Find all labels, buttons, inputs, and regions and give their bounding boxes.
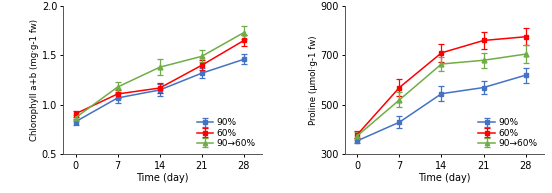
X-axis label: Time (day): Time (day) (418, 174, 471, 183)
X-axis label: Time (day): Time (day) (136, 174, 189, 183)
Y-axis label: Chlorophyll a+b (mg·g-1 fw): Chlorophyll a+b (mg·g-1 fw) (30, 19, 39, 141)
Legend: 90%, 60%, 90→60%: 90%, 60%, 90→60% (195, 117, 257, 150)
Legend: 90%, 60%, 90→60%: 90%, 60%, 90→60% (476, 117, 539, 150)
Y-axis label: Proline (μmol·g-1 fw): Proline (μmol·g-1 fw) (309, 35, 318, 125)
